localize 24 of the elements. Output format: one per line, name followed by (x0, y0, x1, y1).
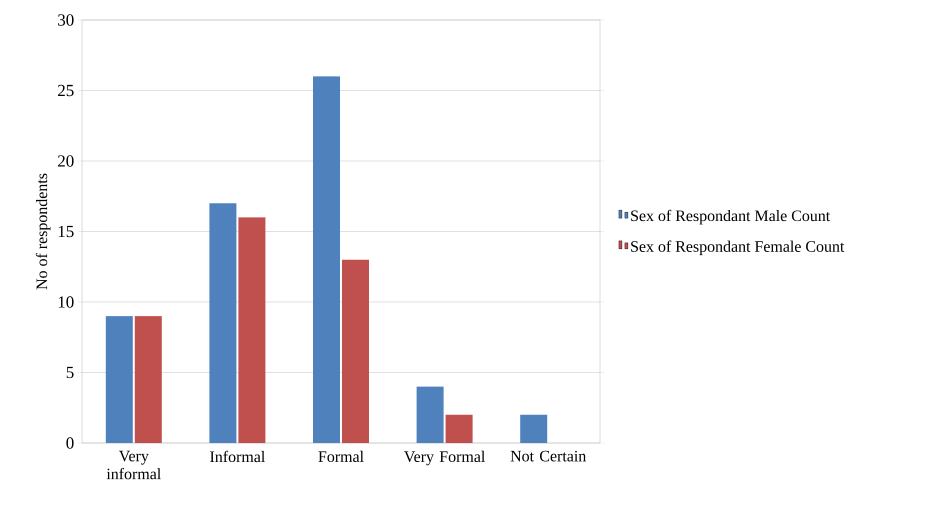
bar (106, 316, 133, 443)
y-tick-label: 15 (58, 226, 74, 238)
y-tick-label: 25 (58, 84, 74, 96)
x-tick-label: Very Formal (404, 450, 485, 466)
x-tick-label: Informal (210, 450, 265, 462)
bar (238, 217, 266, 443)
x-tick-label: Not Certain (510, 450, 586, 462)
bar (416, 386, 444, 443)
x-tick-label: Very informal (106, 450, 161, 480)
legend-label: Sex of Respondant Female Count (631, 240, 844, 256)
y-tick-label: 30 (58, 14, 74, 26)
bar (342, 260, 369, 443)
bar (209, 203, 236, 443)
y-axis-title: No of respondents (36, 174, 50, 290)
legend-label: Sex of Respondant Male Count (631, 210, 830, 224)
y-tick-label: 5 (66, 366, 74, 378)
y-tick-label: 20 (58, 155, 74, 167)
bar (134, 316, 162, 443)
x-tick-label: Formal (318, 450, 364, 462)
bar (313, 76, 340, 443)
bar (520, 414, 548, 443)
y-tick-label: 0 (66, 437, 74, 449)
y-tick-label: 10 (58, 296, 74, 308)
bar (446, 414, 473, 443)
